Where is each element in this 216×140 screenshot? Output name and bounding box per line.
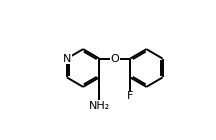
- Text: NH₂: NH₂: [89, 101, 110, 111]
- Text: F: F: [127, 91, 133, 101]
- Text: O: O: [110, 54, 119, 64]
- Text: N: N: [63, 54, 71, 64]
